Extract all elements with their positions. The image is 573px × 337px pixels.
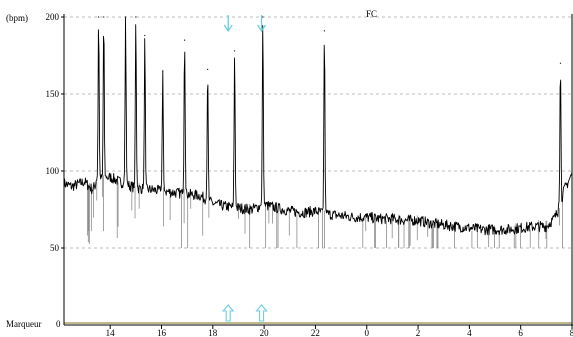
x-tick-label: 8 — [570, 328, 573, 337]
spike-point — [323, 30, 326, 32]
y-tick-label: 150 — [46, 89, 60, 99]
y-tick-label: 100 — [46, 166, 60, 176]
y-tick-label: 50 — [50, 243, 60, 253]
spike-point — [162, 70, 164, 72]
marker-lane-label: Marqueur — [6, 319, 42, 329]
x-tick-label: 20 — [260, 328, 270, 337]
marker-lane — [64, 15, 572, 324]
event-marker-up-icon — [255, 304, 268, 322]
spike-point — [144, 34, 146, 37]
x-tick-label: 16 — [157, 328, 167, 337]
grid — [64, 16, 572, 249]
event-arrow-down-icon — [223, 15, 233, 33]
spike-point — [98, 16, 100, 18]
chart-title: FC — [366, 9, 377, 19]
spike-point — [262, 16, 264, 18]
spike-point — [135, 16, 137, 18]
series-line-fc — [63, 17, 573, 236]
spike-point — [559, 62, 562, 64]
series-layer — [63, 16, 573, 236]
spike-point — [207, 68, 209, 70]
x-tick-label: 4 — [467, 328, 472, 337]
x-tick-label: 22 — [311, 328, 320, 337]
y-tick-label: 200 — [46, 12, 60, 22]
x-tick-label: 2 — [416, 328, 421, 337]
spike-point — [103, 16, 105, 18]
x-tick-label: 6 — [518, 328, 523, 337]
x-tick-label: 14 — [106, 328, 116, 337]
y-unit-label: (bpm) — [6, 13, 28, 23]
event-arrow-down-icon — [257, 15, 267, 33]
x-tick-label: 0 — [364, 328, 369, 337]
spike-point — [183, 39, 186, 41]
event-marker-up-icon — [222, 304, 235, 322]
spike-point — [124, 16, 127, 18]
marker-lane-value: 0 — [56, 319, 61, 329]
spike-point — [234, 50, 236, 52]
axes — [61, 14, 573, 329]
x-tick-label: 18 — [208, 328, 218, 337]
